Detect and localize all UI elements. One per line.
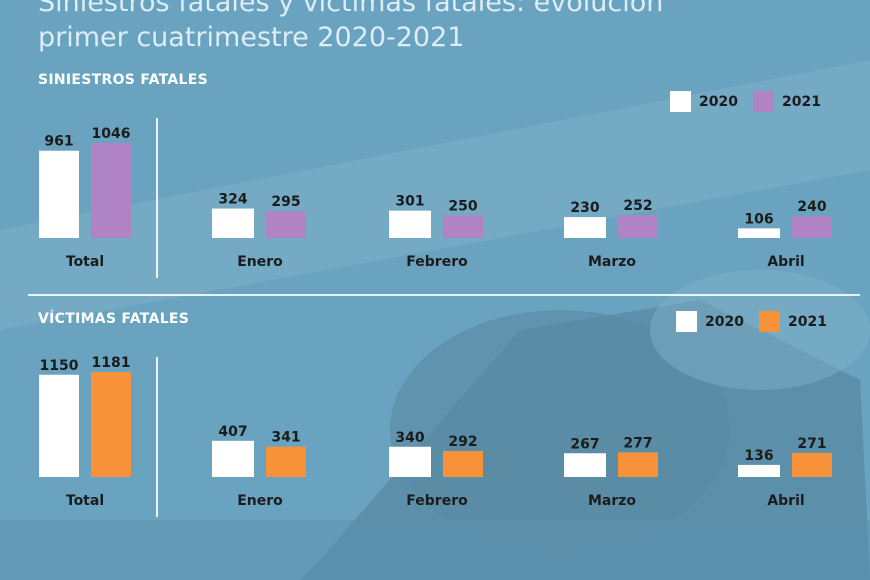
bar-2021-abril	[792, 452, 832, 477]
legend-2020-victimas: 2020	[676, 311, 744, 332]
bar-2021-enero	[266, 446, 306, 477]
bar-2020-febrero	[389, 210, 431, 238]
value-label-2020-marzo: 230	[570, 200, 599, 216]
chart-title-line-2: primer cuatrimestre 2020-2021	[38, 22, 465, 53]
legend-swatch-2021	[753, 91, 774, 112]
legend-label-2020: 2020	[705, 313, 744, 330]
section-title-siniestros: SINIESTROS FATALES	[38, 72, 209, 88]
victimas-chart: 1150 1181 Total 407 341 Enero 340 292 Febrero 267…	[39, 355, 832, 517]
value-label-2021-total: 1046	[92, 126, 131, 142]
value-label-2021-total: 1181	[92, 355, 131, 371]
value-label-2021-abril: 271	[797, 436, 826, 452]
value-label-2020-febrero: 340	[395, 430, 424, 446]
legend-swatch-2021	[759, 311, 780, 332]
category-label-enero: Enero	[237, 493, 283, 509]
value-label-2021-febrero: 250	[448, 198, 477, 214]
legend-2021-victimas: 2021	[759, 311, 827, 332]
value-label-2020-febrero: 301	[395, 194, 424, 210]
legend-label-2020: 2020	[699, 93, 738, 110]
category-label-febrero: Febrero	[406, 254, 468, 270]
section-divider	[28, 294, 860, 296]
bar-2020-enero	[212, 208, 254, 238]
bar-2020-abril	[738, 228, 780, 238]
legend-2020-siniestros: 2020	[670, 91, 738, 112]
category-label-abril: Abril	[767, 493, 804, 509]
bar-2020-total	[39, 150, 79, 238]
legend-swatch-2020	[670, 91, 691, 112]
legend-swatch-2020	[676, 311, 697, 332]
bar-2020-marzo	[564, 453, 606, 477]
value-label-2021-abril: 240	[797, 199, 826, 215]
value-label-2020-abril: 136	[744, 448, 773, 464]
bar-2021-febrero	[443, 451, 483, 477]
value-label-2020-enero: 407	[218, 424, 247, 440]
bar-2021-total	[91, 143, 131, 238]
bar-2021-abril	[792, 216, 832, 238]
bar-2020-enero	[212, 440, 254, 477]
bar-2021-total	[91, 372, 131, 477]
value-label-2021-marzo: 252	[623, 198, 652, 214]
bar-2020-total	[39, 374, 79, 477]
bar-2021-enero	[266, 211, 306, 238]
bar-2021-marzo	[618, 215, 658, 238]
value-label-2021-enero: 341	[271, 430, 300, 446]
category-label-marzo: Marzo	[588, 254, 636, 270]
legend-label-2021: 2021	[788, 313, 827, 330]
value-label-2021-enero: 295	[271, 194, 300, 210]
legend-label-2021: 2021	[782, 93, 821, 110]
value-label-2021-febrero: 292	[448, 434, 477, 450]
value-label-2020-total: 1150	[40, 358, 79, 374]
value-label-2020-abril: 106	[744, 211, 773, 227]
category-label-enero: Enero	[237, 254, 283, 270]
bar-2021-febrero	[443, 215, 483, 238]
bar-2020-abril	[738, 464, 780, 477]
bar-2020-marzo	[564, 217, 606, 238]
value-label-2020-enero: 324	[218, 192, 247, 208]
value-label-2021-marzo: 277	[623, 435, 652, 451]
value-label-2020-total: 961	[44, 134, 73, 150]
section-title-victimas: VÍCTIMAS FATALES	[38, 311, 190, 327]
category-label-abril: Abril	[767, 254, 804, 270]
siniestros-chart: 961 1046 Total 324 295 Enero 301 250 Febrero 230 2…	[39, 118, 832, 278]
legend-2021-siniestros: 2021	[753, 91, 821, 112]
category-label-total: Total	[66, 254, 104, 270]
chart-title-line-1: Siniestros fatales y víctimas fatales: e…	[38, 0, 664, 18]
category-label-total: Total	[66, 493, 104, 509]
bar-2021-marzo	[618, 452, 658, 477]
category-label-marzo: Marzo	[588, 493, 636, 509]
category-label-febrero: Febrero	[406, 493, 468, 509]
value-label-2020-marzo: 267	[570, 436, 599, 452]
bar-2020-febrero	[389, 446, 431, 477]
